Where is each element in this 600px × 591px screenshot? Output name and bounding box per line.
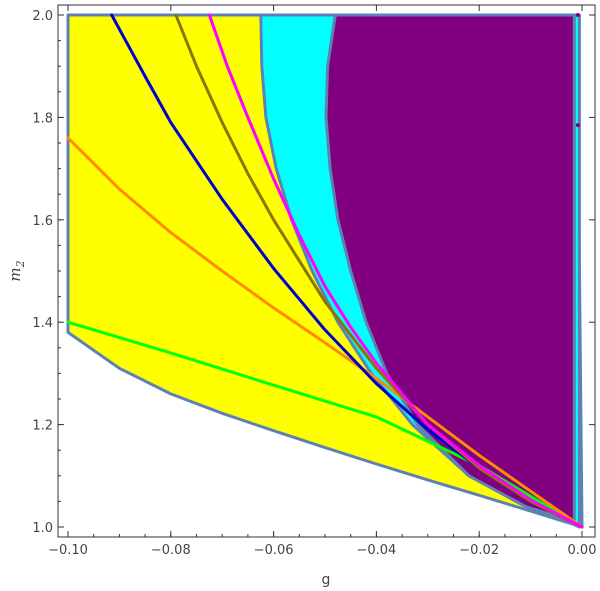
- y-axis-label-sub: 2: [14, 260, 27, 268]
- y-tick-label: 2.0: [32, 9, 53, 24]
- y-tick-label: 1.2: [32, 419, 53, 434]
- series-line-5: [207, 13, 584, 529]
- marker-point-1: [575, 13, 580, 17]
- x-tick-label: 0.00: [568, 543, 597, 558]
- markers-layer: [575, 13, 580, 128]
- regions-layer: [66, 13, 584, 529]
- x-tick-label: −0.02: [459, 543, 499, 558]
- y-tick-label: 1.4: [32, 316, 53, 331]
- y-tick-label: 1.8: [32, 111, 53, 126]
- y-axis-label: m2: [6, 260, 27, 281]
- series-layer: [66, 13, 584, 529]
- x-tick-label: −0.08: [151, 543, 191, 558]
- y-axis-label-base: m: [6, 267, 24, 281]
- x-tick-label: −0.06: [254, 543, 294, 558]
- y-tick-label: 1.6: [32, 214, 53, 229]
- series-line-4: [174, 13, 584, 529]
- y-tick-label: 1.0: [32, 521, 53, 536]
- x-axis-label: g: [322, 572, 331, 588]
- ticks-layer: −0.10 −0.08 −0.06 −0.04 −0.02 0.00 1.0 1.2 1.4 1.…: [32, 5, 596, 558]
- svg-text:m2: m2: [6, 260, 27, 281]
- x-tick-label: −0.04: [356, 543, 396, 558]
- x-tick-label: −0.10: [48, 543, 88, 558]
- series-line-2: [66, 136, 584, 529]
- marker-point-2: [575, 123, 580, 128]
